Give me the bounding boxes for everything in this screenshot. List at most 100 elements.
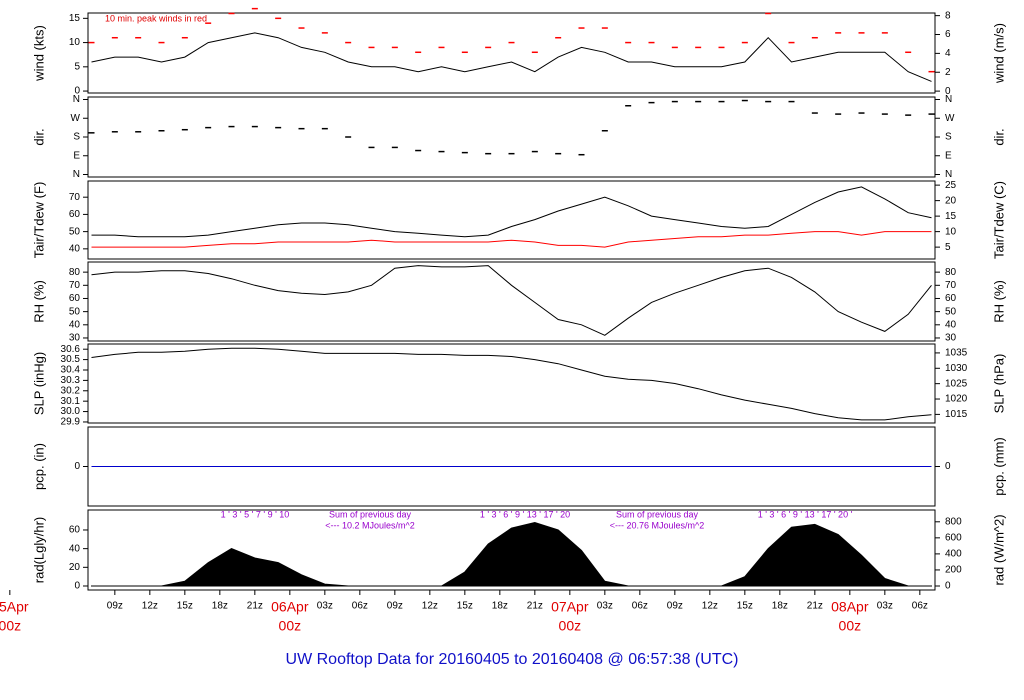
x-tick-label: 09z <box>387 601 403 612</box>
y-tick-label: 10 <box>69 37 81 48</box>
day-time-label: 00z <box>0 618 21 634</box>
y2-axis-label: RH (%) <box>991 280 1006 323</box>
y2-tick-label: 1025 <box>945 378 968 389</box>
y2-tick-label: E <box>945 150 952 161</box>
y2-tick-label: 20 <box>945 195 957 206</box>
y-tick-label: W <box>71 113 81 124</box>
y-axis-label: SLP (inHg) <box>31 352 46 415</box>
y2-axis-label: wind (m/s) <box>991 23 1006 84</box>
hour-marks: 1 ' 3 ' 6 ' 9 ' 13 ' 17 ' 20 ' <box>758 509 853 519</box>
daily-sum: Sum of previous day <box>616 509 699 519</box>
daily-sum: Sum of previous day <box>329 509 412 519</box>
y-axis-label: Tair/Tdew (F) <box>31 182 46 259</box>
x-tick-label: 06z <box>912 601 928 612</box>
x-tick-label: 18z <box>212 601 228 612</box>
daily-sum: <--- 10.2 MJoules/m^2 <box>325 520 415 530</box>
y-tick-label: 60 <box>69 293 81 304</box>
y2-tick-label: 200 <box>945 565 962 576</box>
x-tick-label: 15z <box>457 601 473 612</box>
y2-tick-label: 1035 <box>945 348 968 359</box>
x-tick-label: 12z <box>702 601 718 612</box>
y2-tick-label: 2 <box>945 67 951 78</box>
y2-tick-label: S <box>945 132 952 143</box>
series-line <box>91 32 932 82</box>
x-tick-label: 21z <box>807 601 823 612</box>
y-axis-label: RH (%) <box>31 280 46 323</box>
y2-axis-label: rad (W/m^2) <box>991 514 1006 585</box>
day-time-label: 00z <box>559 618 582 634</box>
y2-tick-label: 0 <box>945 461 951 472</box>
x-tick-label: 03z <box>877 601 893 612</box>
y-tick-label: 40 <box>69 243 81 254</box>
y-tick-label: S <box>73 132 80 143</box>
y2-tick-label: 10 <box>945 226 957 237</box>
y2-tick-label: 6 <box>945 29 951 40</box>
panel-frame <box>87 96 936 178</box>
y-tick-label: 40 <box>69 543 81 554</box>
y2-tick-label: 0 <box>945 86 951 97</box>
panel-frame <box>87 12 936 94</box>
y-tick-label: N <box>73 169 80 180</box>
series-area <box>91 521 932 587</box>
y-tick-label: N <box>73 94 80 105</box>
y2-tick-label: 600 <box>945 532 962 543</box>
y-tick-label: 30.0 <box>61 406 81 417</box>
y-tick-label: 0 <box>74 581 80 592</box>
y-tick-label: 15 <box>69 13 81 24</box>
y2-tick-label: 15 <box>945 211 957 222</box>
y2-tick-label: 70 <box>945 280 957 291</box>
panel-frame <box>87 180 936 260</box>
y-tick-label: 30.4 <box>61 365 81 376</box>
y2-tick-label: 8 <box>945 10 951 21</box>
y2-tick-label: 0 <box>945 581 951 592</box>
day-label: 05Apr <box>0 599 29 615</box>
x-tick-label: 06z <box>632 601 648 612</box>
y2-tick-label: 1020 <box>945 394 968 405</box>
x-tick-label: 15z <box>177 601 193 612</box>
y-tick-label: 0 <box>74 461 80 472</box>
y2-tick-label: 5 <box>945 242 951 253</box>
x-tick-label: 21z <box>527 601 543 612</box>
y-axis-label: wind (kts) <box>31 25 46 82</box>
panel-frame <box>87 261 936 342</box>
x-tick-label: 21z <box>247 601 263 612</box>
y2-tick-label: 80 <box>945 267 957 278</box>
y-tick-label: 50 <box>69 306 81 317</box>
x-tick-label: 03z <box>597 601 613 612</box>
day-label: 07Apr <box>551 599 589 615</box>
y2-tick-label: 400 <box>945 549 962 560</box>
y2-axis-label: SLP (hPa) <box>991 354 1006 414</box>
y-tick-label: 29.9 <box>61 417 81 428</box>
y2-tick-label: 1015 <box>945 409 968 420</box>
x-tick-label: 12z <box>422 601 438 612</box>
y2-tick-label: N <box>945 94 952 105</box>
series-line <box>91 347 932 421</box>
x-tick-label: 15z <box>737 601 753 612</box>
series-line <box>91 231 932 248</box>
y-tick-label: 30.3 <box>61 375 81 386</box>
y-tick-label: 70 <box>69 280 81 291</box>
y-tick-label: 30 <box>69 333 81 344</box>
y-axis-label: rad(Lgly/hr) <box>31 517 46 583</box>
y2-tick-label: 1030 <box>945 363 968 374</box>
y2-tick-label: N <box>945 169 952 180</box>
x-tick-label: 09z <box>107 601 123 612</box>
y2-axis-label: pcp. (mm) <box>991 437 1006 496</box>
y2-axis-label: Tair/Tdew (C) <box>991 181 1006 259</box>
series-line <box>91 186 932 238</box>
series-line <box>91 265 932 336</box>
y-tick-label: 5 <box>74 61 80 72</box>
y-tick-label: 80 <box>69 267 81 278</box>
y-tick-label: 60 <box>69 209 81 220</box>
y2-tick-label: 4 <box>945 48 951 59</box>
day-label: 06Apr <box>271 599 309 615</box>
chart-title: UW Rooftop Data for 20160405 to 20160408… <box>286 651 739 668</box>
day-time-label: 00z <box>279 618 302 634</box>
y2-tick-label: 30 <box>945 333 957 344</box>
y2-tick-label: 800 <box>945 516 962 527</box>
y-axis-label: dir. <box>31 128 46 145</box>
y-tick-label: 30.5 <box>61 354 81 365</box>
y-tick-label: 20 <box>69 562 81 573</box>
x-tick-label: 09z <box>667 601 683 612</box>
